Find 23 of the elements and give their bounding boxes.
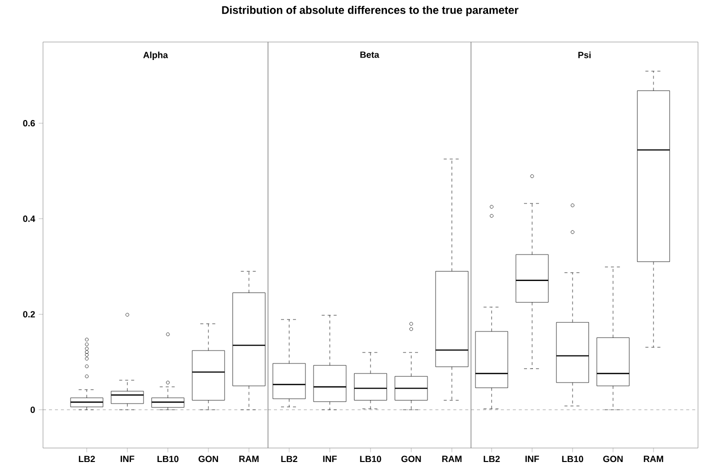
x-tick-label: LB2 <box>484 456 500 462</box>
x-tick-label: LB10 <box>562 456 584 462</box>
x-tick-label: INF <box>120 456 134 462</box>
y-tick-label: 0.6 <box>23 120 35 126</box>
x-tick-label: LB2 <box>281 456 298 462</box>
x-tick-label: RAM <box>442 456 462 462</box>
x-tick-label: INF <box>323 456 337 462</box>
y-tick-label: 0 <box>30 406 35 413</box>
x-tick-label: LB2 <box>78 456 95 462</box>
text: Distribution of absolute differences to the true parameter <box>222 6 518 16</box>
x-tick-label: LB10 <box>157 456 178 462</box>
x-tick-label: RAM <box>239 456 259 462</box>
x-tick-label: RAM <box>644 456 664 462</box>
text: Psi <box>578 52 591 58</box>
y-tick-label: 0.2 <box>23 311 35 318</box>
x-tick-label: INF <box>525 456 540 462</box>
text: Alpha <box>143 52 168 60</box>
x-tick-label: GON <box>198 456 218 462</box>
y-tick-label: 0.4 <box>23 216 36 222</box>
x-tick-label: GON <box>603 456 623 462</box>
x-tick-label: GON <box>401 456 421 462</box>
text: Beta <box>360 52 380 58</box>
x-tick-label: LB10 <box>360 456 382 462</box>
